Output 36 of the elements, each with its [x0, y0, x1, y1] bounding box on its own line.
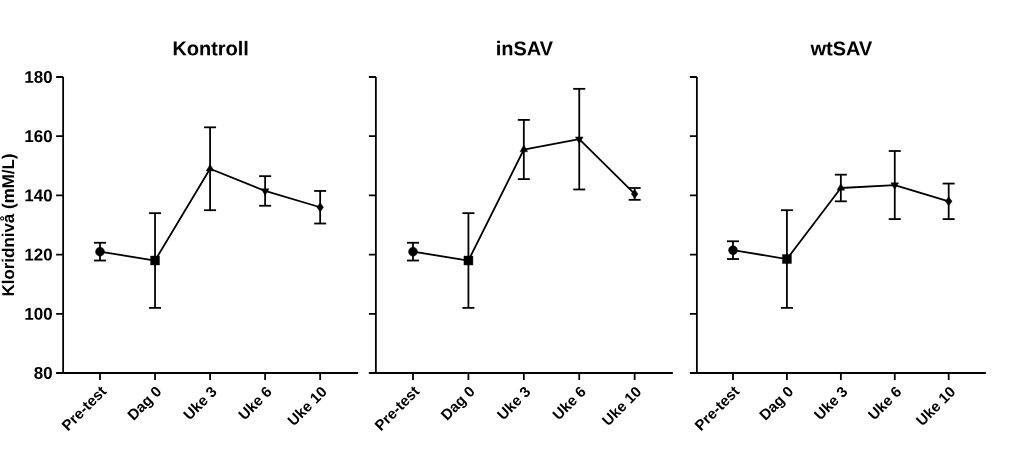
x-tick-label: Uke 10 — [915, 387, 955, 425]
point — [95, 246, 105, 257]
point — [205, 164, 215, 172]
point — [519, 144, 528, 152]
point — [463, 255, 474, 266]
point — [316, 202, 324, 212]
y-tick-label: 80 — [34, 367, 52, 379]
point — [836, 183, 845, 191]
x-tick-label: Dag 0 — [440, 386, 474, 421]
point — [782, 254, 792, 264]
chart-title: inSAV — [497, 40, 553, 56]
point — [890, 182, 899, 190]
y-tick-label: 160 — [25, 130, 52, 143]
y-axis-title: Kloridnivå (mM/L) — [0, 154, 18, 296]
x-tick-label: Uke 3 — [813, 386, 847, 419]
x-tick-label: Uke 6 — [867, 386, 901, 419]
point — [261, 188, 270, 196]
chart-title: wtSAV — [810, 41, 873, 56]
x-tick-label: Dag 0 — [127, 386, 161, 421]
y-tick-label: 120 — [25, 248, 52, 261]
x-tick-label: Dag 0 — [758, 386, 793, 421]
y-tick-label: 140 — [25, 189, 52, 202]
point — [728, 245, 738, 255]
point — [150, 255, 160, 266]
x-tick-label: Uke 3 — [182, 386, 217, 419]
x-tick-label: Uke 6 — [552, 386, 586, 419]
x-tick-label: Uke 10 — [601, 387, 641, 425]
x-tick-label: Uke 10 — [287, 387, 326, 425]
point — [575, 136, 584, 144]
point — [408, 246, 418, 257]
point — [945, 196, 953, 207]
y-tick-label: 180 — [25, 71, 52, 83]
x-tick-label: Uke 6 — [237, 386, 272, 419]
y-tick-label: 100 — [25, 307, 52, 320]
chart-title: Kontroll — [173, 40, 248, 56]
x-tick-label: Uke 3 — [496, 386, 530, 419]
